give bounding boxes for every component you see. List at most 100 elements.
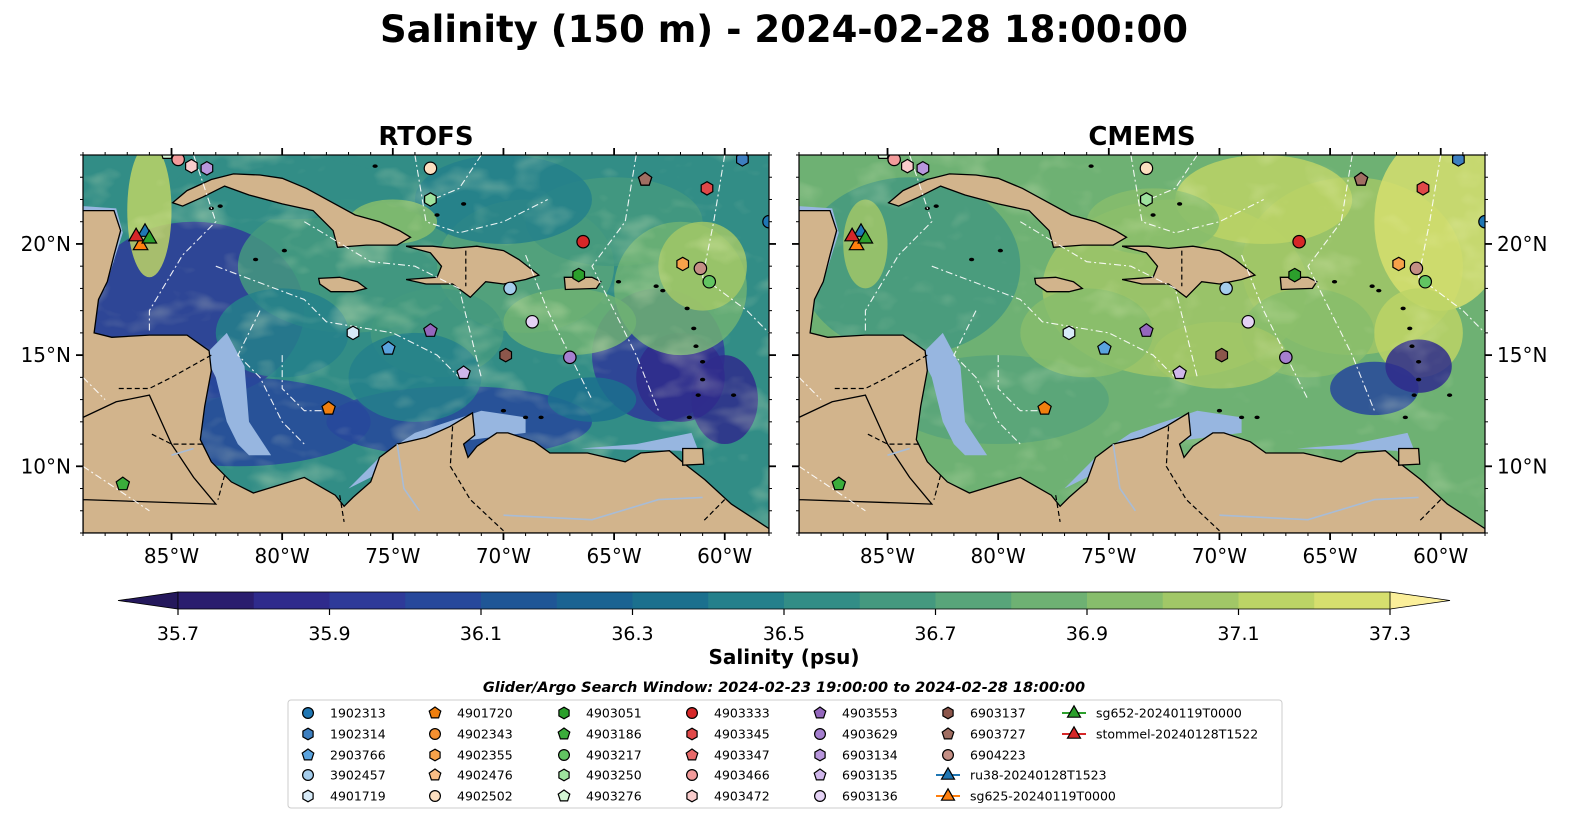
legend-marker-4902476 bbox=[428, 768, 442, 781]
lon-tick-label: 70°W bbox=[1192, 544, 1247, 568]
legend-label: 4902355 bbox=[457, 748, 513, 763]
marker-2903766 bbox=[1097, 340, 1112, 355]
observation-markers-cmems bbox=[831, 155, 1485, 491]
legend-label: sg652-20240119T0000 bbox=[1096, 706, 1242, 721]
legend-label: 4903217 bbox=[586, 748, 642, 763]
legend-marker-4903276 bbox=[557, 789, 571, 802]
colorbar-swatch bbox=[1011, 592, 1088, 609]
legend-marker-4901719 bbox=[302, 789, 314, 803]
legend-label: 4902476 bbox=[457, 768, 513, 783]
legend-frame bbox=[287, 699, 1283, 809]
legend-marker-6903727 bbox=[941, 727, 955, 740]
lat-tick-label: 20°N bbox=[21, 232, 71, 256]
colorbar-tick-label: 36.5 bbox=[763, 623, 805, 645]
legend-marker-4903347 bbox=[685, 748, 699, 761]
colorbar-swatch bbox=[1314, 592, 1391, 609]
marker-1902314 bbox=[735, 155, 749, 167]
legend-marker-4903186 bbox=[557, 727, 571, 740]
colorbar-tick-label: 37.1 bbox=[1217, 623, 1259, 645]
marker-4903051 bbox=[1288, 267, 1302, 283]
colorbar-swatch bbox=[935, 592, 1012, 609]
legend-label: 4903629 bbox=[842, 727, 898, 742]
marker-4903217 bbox=[702, 274, 717, 289]
panel-title-rtofs: RTOFS bbox=[378, 122, 473, 152]
legend-label: 4903347 bbox=[714, 748, 770, 763]
lon-tick-label: 80°W bbox=[255, 544, 310, 568]
marker-4902355 bbox=[1392, 256, 1406, 272]
legend-marker-4902343 bbox=[429, 727, 442, 740]
colorbar-swatch bbox=[632, 592, 709, 609]
legend-label: 6903135 bbox=[842, 768, 898, 783]
marker-4903333 bbox=[1292, 234, 1306, 249]
colorbar-swatch bbox=[784, 592, 861, 609]
legend: 1902313 1902314 2903766 3902457 4901719 49017… bbox=[301, 704, 1258, 804]
lon-tick-label: 80°W bbox=[971, 544, 1026, 568]
marker-4903051 bbox=[572, 267, 586, 283]
lon-tick-label: 75°W bbox=[365, 544, 420, 568]
colorbar-tick-label: 35.9 bbox=[308, 623, 350, 645]
marker-sg652-20240119T0000 bbox=[857, 229, 874, 244]
legend-label: 4903553 bbox=[842, 706, 898, 721]
legend-marker-4903250 bbox=[558, 768, 570, 782]
marker-4903472 bbox=[185, 158, 198, 174]
legend-marker-1902314 bbox=[302, 727, 314, 741]
lat-tick-label: 10°N bbox=[21, 454, 71, 478]
legend-label: 4903250 bbox=[586, 768, 642, 783]
legend-marker-4902502 bbox=[429, 789, 442, 802]
marker-4903276 bbox=[161, 155, 173, 159]
marker-4901719 bbox=[1062, 325, 1076, 341]
map-panel-rtofs: RTOFS 85°W 80°W 75°W 70°W 65°W 60°W 20°N 15°N 10… bbox=[21, 122, 776, 568]
marker-4902502 bbox=[423, 161, 438, 176]
legend-marker-ru38-20240128T1523 bbox=[940, 766, 956, 780]
colorbar-swatch bbox=[1238, 592, 1315, 609]
colorbar-under-arrow bbox=[117, 591, 179, 610]
lon-tick-label: 75°W bbox=[1081, 544, 1136, 568]
legend-marker-sg625-20240119T0000 bbox=[940, 787, 956, 801]
marker-4902502 bbox=[1139, 161, 1154, 176]
marker-6903134 bbox=[200, 160, 214, 176]
colorbar-swatch bbox=[329, 592, 406, 609]
search-window-caption: Glider/Argo Search Window: 2024-02-23 19… bbox=[483, 680, 1085, 696]
legend-label: 6903137 bbox=[970, 706, 1026, 721]
colorbar-tick-label: 37.3 bbox=[1369, 623, 1411, 645]
colorbar-swatch bbox=[178, 592, 255, 609]
marker-4903466 bbox=[171, 155, 185, 167]
colorbar-swatch bbox=[708, 592, 785, 609]
colorbar-swatch bbox=[253, 592, 331, 609]
legend-marker-6903134 bbox=[814, 748, 826, 762]
legend-label: 6903727 bbox=[970, 727, 1026, 742]
lat-tick-label: 15°N bbox=[1497, 343, 1547, 367]
marker-6903134 bbox=[916, 160, 930, 176]
marker-4903472 bbox=[900, 158, 914, 174]
marker-6903137 bbox=[499, 347, 513, 363]
colorbar-label: Salinity (psu) bbox=[708, 645, 859, 669]
legend-label: 6903134 bbox=[842, 748, 898, 763]
marker-4903186 bbox=[115, 476, 131, 491]
eez-boundaries-cmems bbox=[799, 155, 1485, 512]
marker-6903136 bbox=[525, 314, 540, 329]
lat-tick-label: 10°N bbox=[1497, 454, 1547, 478]
map-panel-cmems: CMEMS 85°W 80°W 75°W 70°W 65°W 60°W 20°N 15°N 10… bbox=[792, 122, 1547, 568]
lon-tick-label: 60°W bbox=[697, 544, 752, 568]
legend-marker-6904223 bbox=[941, 748, 954, 761]
legend-label: stommel-20240128T1522 bbox=[1096, 727, 1258, 742]
legend-marker-stommel-20240128T1522 bbox=[1066, 725, 1082, 739]
marker-6904223 bbox=[693, 261, 708, 276]
legend-label: 4903472 bbox=[714, 789, 770, 804]
map-canvas-rtofs bbox=[83, 155, 769, 533]
marker-2903766 bbox=[381, 340, 396, 355]
legend-marker-4902355 bbox=[429, 748, 441, 762]
marker-4903217 bbox=[1418, 274, 1433, 289]
legend-marker-2903766 bbox=[301, 748, 315, 761]
marker-4901720 bbox=[321, 400, 336, 415]
colorbar: 35.7 35.9 36.1 36.3 36.5 36.7 36.9 37.1 37.3 bbox=[117, 591, 1451, 645]
legend-label: sg625-20240119T0000 bbox=[970, 789, 1116, 804]
legend-marker-4903472 bbox=[686, 789, 698, 803]
marker-4903553 bbox=[423, 322, 438, 337]
marker-1902314 bbox=[1451, 155, 1465, 167]
legend-label: 6903136 bbox=[842, 789, 898, 804]
map-canvas-cmems bbox=[799, 155, 1485, 533]
legend-label: 4901720 bbox=[457, 706, 513, 721]
lon-tick-label: 60°W bbox=[1413, 544, 1468, 568]
marker-3902457 bbox=[1219, 281, 1233, 296]
